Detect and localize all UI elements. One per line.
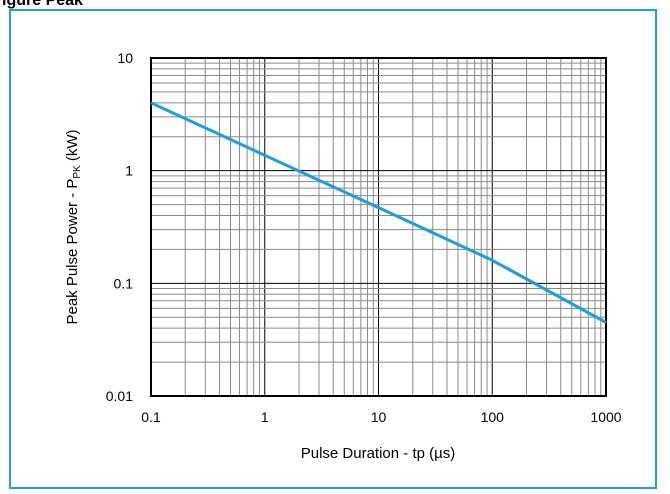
series-line-0 — [150, 101, 607, 324]
plot-area-border — [150, 57, 607, 397]
x-tick-label: 100 — [481, 409, 505, 425]
chart-grid — [151, 58, 606, 396]
y-axis-title-tail: (kW) — [64, 129, 81, 165]
y-axis-title-subscript: PK — [72, 165, 83, 179]
x-tick-label: 0.1 — [141, 409, 161, 425]
y-axis-title: Peak Pulse Power - PPK (kW) — [64, 129, 83, 324]
figure-title-clipped: igure Peak — [2, 0, 83, 9]
y-tick-label: 0.01 — [106, 388, 133, 404]
y-axis-title-main: Peak Pulse Power - P — [64, 179, 81, 325]
x-tick-label: 10 — [371, 409, 387, 425]
x-tick-labels: 0.1 1 10 100 1000 — [141, 409, 622, 425]
y-tick-labels: 10 1 0.1 0.01 — [106, 50, 133, 404]
y-tick-label: 1 — [125, 163, 133, 179]
x-tick-label: 1 — [261, 409, 269, 425]
x-axis-title: Pulse Duration - tp (µs) — [301, 445, 456, 462]
y-tick-label: 0.1 — [114, 275, 134, 291]
chart-frame — [9, 9, 657, 489]
chart-series — [150, 101, 607, 324]
x-tick-label: 1000 — [590, 409, 621, 425]
y-tick-label: 10 — [117, 50, 133, 66]
